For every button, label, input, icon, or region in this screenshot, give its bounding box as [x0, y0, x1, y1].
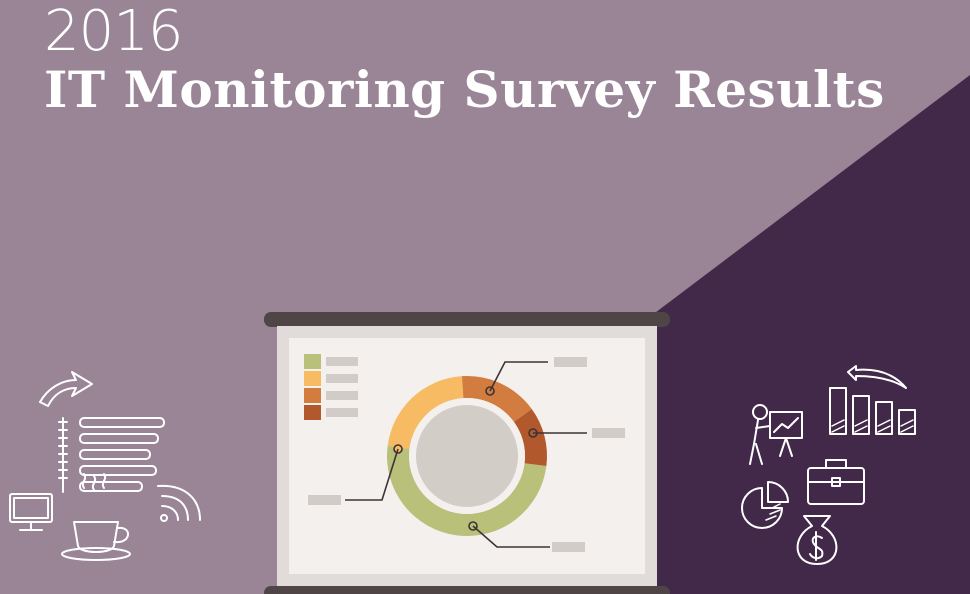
legend-swatch-green: [304, 354, 321, 369]
callout-placeholder: [592, 428, 625, 438]
top-roller-bar: [264, 312, 670, 327]
legend: [304, 354, 358, 420]
coffee-cup-icon: [61, 473, 131, 561]
legend-placeholder: [326, 357, 358, 366]
briefcase-icon: [807, 459, 865, 505]
curved-arrow-icon: [39, 371, 93, 407]
legend-placeholder: [326, 374, 358, 383]
page-title: IT Monitoring Survey Results: [44, 60, 885, 119]
monitor-icon: [9, 493, 53, 531]
title-year: 2016: [44, 0, 184, 64]
callout-placeholder: [554, 357, 587, 367]
legend-swatch-rust: [304, 405, 321, 420]
callouts: [345, 361, 587, 548]
legend-placeholder: [326, 408, 358, 417]
legend-swatch-yellow: [304, 371, 321, 386]
donut-segment-yellow: [387, 376, 464, 449]
donut-segment-green: [387, 445, 547, 536]
bar-list-icon: [58, 417, 165, 493]
presenter-icon: [749, 404, 803, 465]
wifi-icon: [157, 484, 201, 522]
legend-placeholder: [326, 391, 358, 400]
pie-chart-icon: [741, 481, 789, 529]
bar-chart-icon: [829, 387, 916, 435]
legend-swatch-orange: [304, 388, 321, 403]
callout-line: [472, 525, 550, 548]
callout-placeholder: [308, 495, 341, 505]
right-doodles: [741, 365, 916, 565]
money-bag-icon: [796, 515, 838, 565]
callout-placeholder: [552, 542, 585, 552]
left-doodles: [9, 371, 201, 561]
donut-segment-orange: [461, 376, 532, 422]
donut-center: [416, 405, 518, 507]
callout-line: [489, 361, 548, 392]
callout-line: [345, 448, 399, 501]
bottom-roller-bar: [264, 586, 670, 594]
swap-arrow-icon: [847, 365, 907, 389]
donut-segment-rust: [513, 408, 547, 467]
